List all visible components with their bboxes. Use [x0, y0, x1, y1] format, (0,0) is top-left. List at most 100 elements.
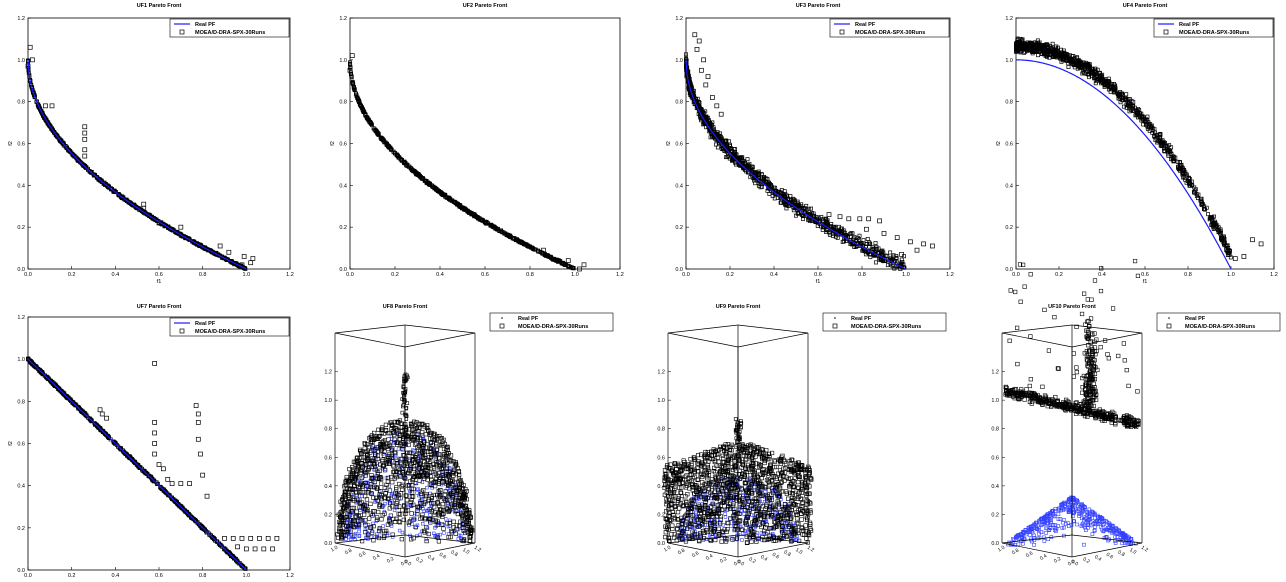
legend-real-label: Real PF — [1179, 22, 1200, 28]
moea-marker — [436, 539, 442, 544]
moea-marker — [416, 172, 421, 177]
moea-marker — [863, 252, 868, 257]
moea-marker — [104, 415, 109, 421]
moea-marker — [74, 155, 79, 160]
moea-marker — [349, 73, 354, 78]
moea-marker — [372, 127, 377, 132]
moea-marker — [694, 47, 700, 52]
moea-marker — [99, 179, 104, 184]
plot-frame — [349, 17, 621, 270]
moea-marker — [357, 100, 362, 105]
moea-marker — [147, 213, 152, 218]
moea-marker — [92, 173, 97, 177]
chart-title: UF2 Pareto Front — [463, 3, 508, 9]
moea-marker — [193, 403, 199, 408]
moea-marker — [261, 546, 267, 552]
moea-marker — [430, 183, 435, 188]
moea-marker — [241, 254, 247, 259]
moea-marker — [176, 231, 181, 236]
moea-marker — [1066, 65, 1071, 69]
x-tick-label: 0.4 — [112, 272, 120, 278]
moea-marker — [200, 472, 206, 478]
moea-marker — [877, 218, 882, 224]
y-tick-label: 0.0 — [17, 568, 25, 574]
real-pf-line — [27, 59, 247, 270]
x-tick-label: 0.4 — [112, 573, 120, 579]
moea-marker — [1036, 53, 1041, 58]
x-tick-label: 1.2 — [1270, 272, 1278, 278]
moea-marker — [432, 505, 437, 510]
moea-marker — [204, 493, 210, 499]
x-tick-label: 0.8 — [199, 272, 207, 278]
real-pf-point — [344, 537, 348, 541]
moea-marker — [354, 93, 359, 98]
y-tick-label: 0.0 — [339, 267, 347, 273]
moea-marker — [865, 236, 870, 241]
legend-box — [169, 18, 290, 38]
y-tick-label: 0.4 — [675, 183, 683, 189]
moea-marker — [152, 430, 157, 436]
moea-marker — [141, 201, 147, 207]
moea-marker — [894, 235, 900, 240]
moea-marker — [801, 216, 805, 221]
moea-marker — [500, 230, 505, 235]
x-tick-label: 0.8 — [1184, 272, 1192, 278]
moea-marker — [930, 243, 935, 249]
moea-marker — [764, 176, 769, 181]
moea-marker — [456, 202, 461, 207]
moea-marker — [82, 124, 88, 130]
moea-marker — [750, 165, 755, 170]
moea-marker — [714, 103, 720, 109]
moea-marker — [864, 226, 869, 232]
moea-marker — [379, 136, 384, 141]
y-tick-label: 0.4 — [17, 484, 25, 490]
moea-marker — [484, 220, 489, 225]
moea-marker — [409, 537, 414, 542]
moea-marker — [195, 420, 201, 425]
moea-marker — [351, 84, 356, 89]
real-pf-point — [359, 494, 364, 498]
moea-marker — [577, 266, 582, 272]
y-tick-label: 0.8 — [675, 100, 683, 106]
moea-marker — [350, 79, 355, 84]
y-tick-label: 0.2 — [17, 526, 25, 532]
moea-marker — [846, 216, 852, 222]
moea-marker — [389, 147, 394, 152]
moea-marker — [376, 132, 381, 137]
moea-marker — [400, 508, 405, 513]
box-edge — [404, 332, 476, 348]
y-axis-label: f2 — [8, 141, 14, 146]
y-tick-label: 0.6 — [339, 142, 347, 148]
y-tick-label: 0.6 — [17, 142, 25, 148]
real-pf-point — [397, 528, 402, 533]
moea-marker — [400, 482, 405, 487]
moea-marker — [106, 185, 111, 189]
real-pf-point — [442, 531, 446, 535]
x-tick-label: 1.2 — [286, 573, 294, 579]
moea-marker — [881, 231, 887, 236]
moea-marker — [737, 162, 742, 166]
moea-marker — [1232, 256, 1238, 261]
moea-marker — [222, 536, 227, 541]
x-tick-label: 1.0 — [571, 272, 579, 278]
real-pf-point — [394, 516, 399, 521]
moea-marker — [508, 235, 513, 240]
moea-marker — [753, 181, 758, 186]
moea-marker — [396, 155, 401, 160]
x-tick-label: 0.8 — [526, 272, 534, 278]
moea-marker — [809, 206, 813, 211]
moea-marker — [216, 253, 221, 258]
moea-marker — [399, 157, 404, 162]
moea-marker — [239, 536, 245, 541]
y-tick-label: 0.0 — [17, 267, 25, 273]
moea-marker — [703, 82, 709, 88]
moea-marker — [520, 241, 525, 246]
y-axis-label: f2 — [996, 141, 1002, 146]
moea-marker — [892, 266, 897, 271]
moea-marker-cloud — [26, 356, 280, 571]
y-tick-label: 0.2 — [339, 225, 347, 231]
moea-marker — [405, 162, 410, 167]
moea-marker — [692, 32, 698, 38]
moea-marker — [387, 145, 392, 150]
moea-marker — [348, 60, 352, 65]
